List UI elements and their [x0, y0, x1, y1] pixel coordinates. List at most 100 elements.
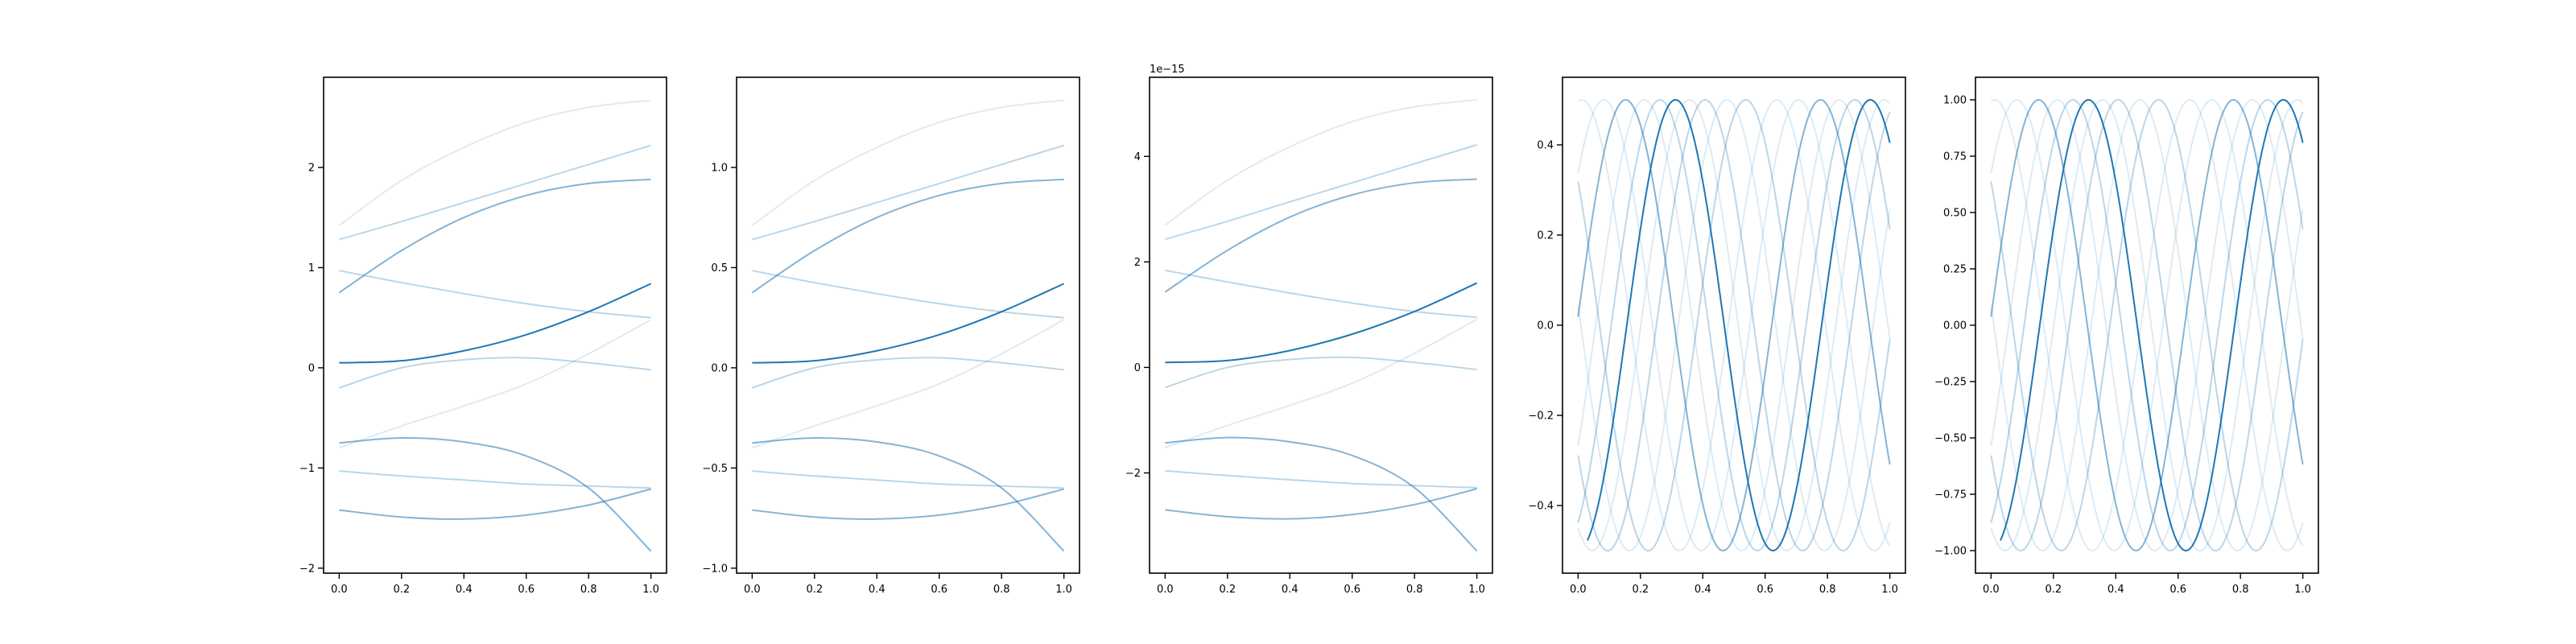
series-line-6	[1165, 269, 1477, 319]
y-tick-label: −0.75	[1934, 489, 1967, 502]
subplot-3: 0.0 0.2 0.4 0.6 0.8 1.0 −2 0 2 4 1e−15	[1125, 64, 1493, 596]
series-line-6	[1990, 99, 2304, 551]
series-line-10	[1165, 318, 1478, 448]
y-tick-label: 0	[1134, 362, 1141, 374]
series-line-1	[1165, 282, 1478, 364]
x-tick-label: 1.0	[1468, 584, 1485, 596]
y-tick-label: −0.25	[1934, 377, 1967, 389]
x-tick-label: 0.2	[393, 584, 410, 596]
x-tick-label: 1.0	[1881, 584, 1898, 596]
x-tick-label: 0.4	[869, 584, 886, 596]
y-tick-label: 0.00	[1943, 320, 1967, 332]
series-line-3	[1165, 436, 1478, 552]
series-line-4	[1990, 99, 2304, 551]
y-tick-label: −2	[299, 563, 315, 575]
y-tick-label: −0.5	[702, 463, 728, 475]
series-line-8	[339, 470, 651, 489]
series-line-7	[1990, 99, 2304, 551]
series-line-1	[339, 283, 652, 364]
series-line-8	[752, 470, 1064, 489]
series-line-6	[339, 270, 651, 319]
series-line-9	[1577, 99, 1891, 551]
y-tick-label: −1.00	[1934, 546, 1967, 558]
x-tick-label: 0.2	[2045, 584, 2062, 596]
x-tick-label: 0.8	[993, 584, 1010, 596]
series-line-4	[1165, 488, 1477, 520]
series-line-7	[339, 357, 651, 389]
series-line-1	[752, 283, 1065, 364]
series-line-10	[1577, 99, 1891, 551]
series-group	[1577, 99, 1891, 551]
x-tick-label: 1.0	[2294, 584, 2311, 596]
x-tick-label: 0.2	[806, 584, 823, 596]
x-tick-label: 0.4	[456, 584, 473, 596]
series-line-3	[752, 436, 1065, 552]
series-group	[1164, 99, 1478, 552]
subplot-4: 0.0 0.2 0.4 0.6 0.8 1.0 −0.4 −0.2 0.0 0.2 0.4	[1528, 76, 1906, 596]
axis-offset-text: 1e−15	[1150, 64, 1185, 76]
x-tick-label: 0.4	[1695, 584, 1711, 596]
x-tick-label: 0.6	[1757, 584, 1773, 596]
series-line-7	[752, 357, 1064, 389]
y-tick-label: 0.4	[1537, 140, 1554, 152]
series-line-2	[1577, 99, 1891, 551]
series-line-3	[339, 436, 652, 552]
y-tick-label: 0.0	[1537, 320, 1554, 332]
x-tick-label: 0.8	[1819, 584, 1836, 596]
subplot-5: 0.0 0.2 0.4 0.6 0.8 1.0 −1.00 −0.75 −0.50 −0.25 0.…	[1934, 76, 2319, 596]
series-line-8	[1990, 99, 2304, 551]
series-line-7	[1165, 356, 1477, 389]
subplot-1: 0.0 0.2 0.4 0.6 0.8 1.0 −2 −1 0 1 2	[299, 76, 667, 596]
series-line-10	[752, 319, 1065, 449]
y-tick-label: 0.0	[711, 362, 728, 374]
x-tick-label: 0.6	[2169, 584, 2186, 596]
series-group	[338, 99, 652, 552]
series-line-6	[752, 270, 1064, 319]
series-line-9	[338, 99, 651, 226]
y-tick-label: 2	[1134, 257, 1141, 269]
series-line-3	[1577, 99, 1891, 551]
x-tick-label: 0.2	[1632, 584, 1649, 596]
series-line-2	[751, 178, 1064, 294]
series-line-7	[1577, 99, 1891, 551]
axes-frame	[323, 76, 667, 574]
y-tick-label: 1.00	[1943, 95, 1967, 107]
x-tick-label: 0.8	[580, 584, 597, 596]
series-line-9	[1164, 99, 1477, 226]
x-tick-label: 0.6	[931, 584, 947, 596]
series-group	[1990, 99, 2304, 551]
x-tick-label: 0.8	[1406, 584, 1423, 596]
y-tick-label: 0.2	[1537, 230, 1554, 242]
x-tick-label: 0.6	[518, 584, 535, 596]
x-tick-label: 0.8	[2232, 584, 2249, 596]
series-line-8	[1577, 99, 1891, 551]
x-tick-label: 0.0	[1157, 584, 1174, 596]
x-tick-label: 0.2	[1219, 584, 1236, 596]
y-tick-label: 0	[308, 362, 315, 374]
series-line-10	[339, 319, 652, 449]
series-line-4	[1577, 99, 1891, 551]
x-tick-label: 0.6	[1344, 584, 1360, 596]
series-line-2	[1164, 178, 1477, 293]
y-tick-label: −0.4	[1528, 501, 1554, 513]
series-line-2	[1990, 99, 2304, 551]
series-line-5	[1577, 99, 1891, 551]
y-tick-label: 2	[308, 163, 315, 175]
y-tick-label: 1	[308, 262, 315, 275]
x-tick-label: 0.0	[1983, 584, 2000, 596]
series-line-9	[751, 99, 1064, 226]
x-tick-label: 0.0	[1570, 584, 1587, 596]
series-line-1	[1587, 99, 1891, 551]
y-tick-label: −1	[299, 463, 315, 475]
series-line-4	[752, 488, 1064, 520]
y-tick-label: −0.2	[1528, 411, 1554, 423]
series-line-4	[339, 488, 651, 520]
x-tick-label: 0.0	[744, 584, 761, 596]
y-tick-label: −0.50	[1934, 433, 1967, 445]
y-tick-label: 4	[1134, 151, 1141, 163]
x-tick-label: 0.0	[331, 584, 348, 596]
series-line-10	[1990, 99, 2304, 551]
x-tick-label: 1.0	[1055, 584, 1072, 596]
x-tick-label: 0.4	[2107, 584, 2124, 596]
